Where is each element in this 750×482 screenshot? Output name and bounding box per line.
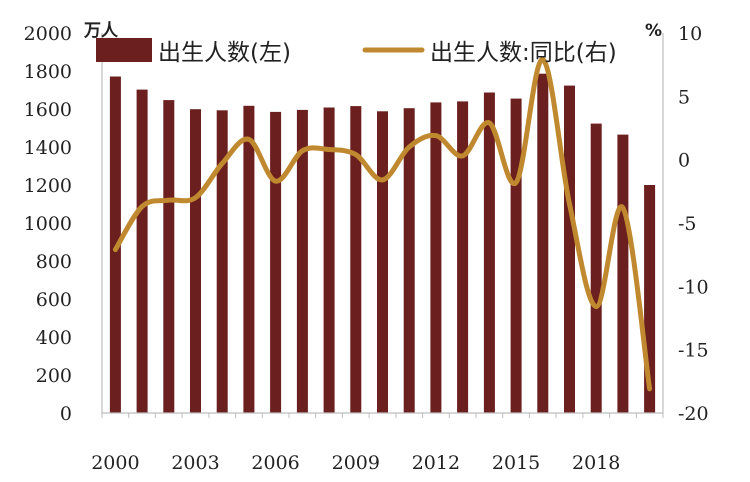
bar-2017 xyxy=(564,85,575,413)
bar-2012 xyxy=(430,102,442,414)
bar-2018 xyxy=(590,123,602,413)
right-tick-label: -5 xyxy=(678,213,697,235)
x-tick-label: 2006 xyxy=(251,452,299,474)
right-axis-unit-label: % xyxy=(645,21,662,41)
tick-labels: 0 200 400 600 800 1000 1200 1400 1600 1800 2000 -20… xyxy=(24,23,709,474)
right-tick-label: -10 xyxy=(678,276,709,298)
x-tick-label: 2015 xyxy=(492,452,540,474)
axes xyxy=(101,33,664,418)
bar-2010 xyxy=(377,111,388,414)
bar-2005 xyxy=(243,105,255,414)
x-tick-label: 2000 xyxy=(91,452,139,474)
left-axis-unit-label: 万人 xyxy=(83,21,119,41)
left-tick-label: 1600 xyxy=(24,99,72,121)
bar-2011 xyxy=(403,108,415,413)
x-tick-label: 2009 xyxy=(332,452,380,474)
bar-2019 xyxy=(617,134,629,413)
left-tick-label: 200 xyxy=(36,365,72,387)
x-tick-label: 2003 xyxy=(171,452,219,474)
legend-label-births: 出生人数(左) xyxy=(158,40,291,66)
right-tick-label: -20 xyxy=(678,403,709,425)
legend-swatch-births xyxy=(96,38,152,62)
right-tick-label: -15 xyxy=(678,340,709,362)
bar-2002 xyxy=(163,100,175,413)
bar-2006 xyxy=(270,111,282,414)
bar-2001 xyxy=(136,89,148,413)
left-tick-label: 0 xyxy=(60,403,72,425)
left-tick-label: 1800 xyxy=(24,61,72,83)
bar-2008 xyxy=(323,107,335,413)
bar-2003 xyxy=(190,109,201,413)
right-tick-label: 10 xyxy=(678,23,702,45)
bar-2015 xyxy=(510,98,522,413)
left-tick-label: 400 xyxy=(36,327,72,349)
bar-2016 xyxy=(537,73,549,413)
series-line-yoy xyxy=(112,57,653,392)
right-tick-label: 0 xyxy=(678,150,690,172)
legend: 出生人数(左) 出生人数:同比(右) xyxy=(96,38,617,66)
bar-2007 xyxy=(296,109,308,414)
x-tick-label: 2012 xyxy=(412,452,460,474)
legend-label-yoy: 出生人数:同比(右) xyxy=(430,40,617,66)
bar-2020 xyxy=(644,185,656,413)
left-tick-label: 2000 xyxy=(24,23,72,45)
bar-2013 xyxy=(457,101,469,414)
left-tick-label: 1200 xyxy=(24,175,72,197)
left-tick-label: 800 xyxy=(36,251,72,273)
left-tick-label: 600 xyxy=(36,289,72,311)
bar-2009 xyxy=(350,106,362,413)
bar-2004 xyxy=(216,110,228,414)
bar-2014 xyxy=(483,92,495,413)
left-tick-label: 1000 xyxy=(24,213,72,235)
left-tick-label: 1400 xyxy=(24,137,72,159)
right-tick-label: 5 xyxy=(678,86,690,108)
x-tick-label: 2018 xyxy=(572,452,620,474)
bars xyxy=(109,73,656,414)
